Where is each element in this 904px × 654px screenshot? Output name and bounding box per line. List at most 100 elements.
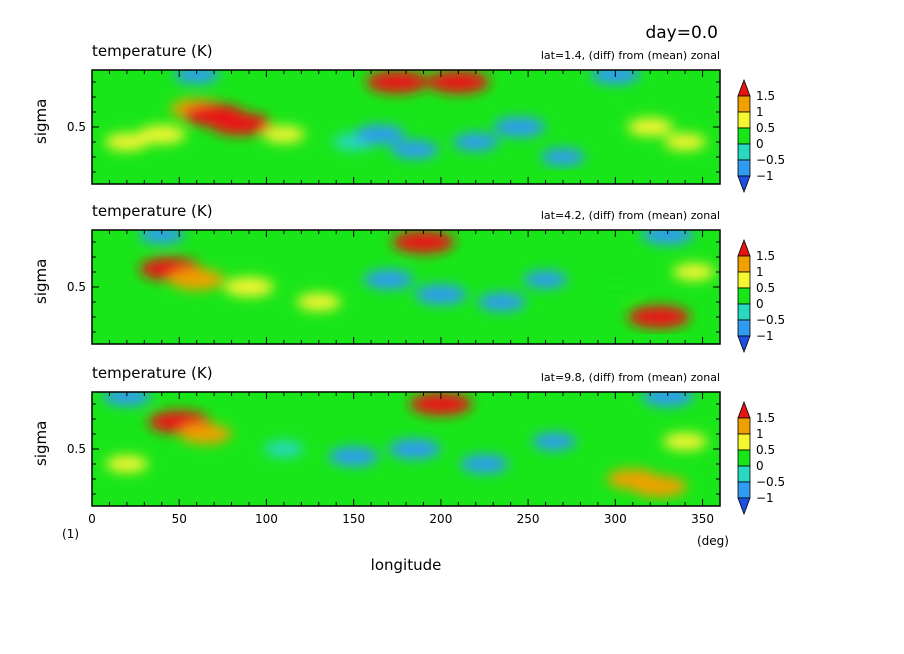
data-blob-16 (427, 70, 490, 94)
colorbar-label: −1 (756, 329, 774, 343)
data-blob-11 (663, 432, 708, 451)
colorbar-segment (737, 271, 751, 289)
colorbar-segment (737, 287, 751, 305)
field-blobs (138, 230, 715, 329)
colorbar-segment (737, 433, 751, 451)
colorbar: 1.5 1 0.5 0 −0.5 −1 (737, 400, 785, 516)
colorbar-bottom-triangle (737, 335, 751, 354)
panel-subtitle: lat=9.8, (diff) from (mean) zonal (541, 371, 720, 384)
data-blob-6 (388, 439, 441, 459)
data-blob-14 (641, 230, 694, 245)
colorbar-label: −0.5 (756, 475, 785, 489)
colorbar-segment (737, 465, 751, 483)
data-blob-3 (209, 112, 272, 136)
colorbar-top-triangle (737, 78, 751, 97)
data-blob-8 (354, 124, 405, 145)
colorbar-label: 0 (756, 137, 764, 151)
colorbar-segment (737, 143, 751, 161)
x-axis-unit: (deg) (697, 534, 729, 548)
data-blob-8 (532, 432, 577, 451)
x-tick-label-50: 50 (172, 512, 187, 526)
data-blob-4 (296, 293, 341, 311)
colorbar-label: 1.5 (756, 249, 775, 263)
colorbar-label: 0 (756, 459, 764, 473)
heatmap-field (92, 230, 720, 344)
x-tick-label-300: 300 (604, 512, 627, 526)
data-blob-12 (392, 230, 455, 254)
data-blob-10 (452, 132, 499, 152)
data-blob-3 (224, 277, 274, 297)
data-blob-9 (595, 278, 636, 296)
y-tick-label: 0.5 (67, 120, 86, 134)
y-tick-label: 0.5 (67, 442, 86, 456)
data-blob-10 (627, 305, 690, 329)
colorbar-segment (737, 159, 751, 177)
colorbar-label: −1 (756, 491, 774, 505)
data-blob-13 (138, 230, 185, 244)
field-blobs (104, 70, 707, 166)
colorbar-segment (737, 255, 751, 273)
data-blob-3 (105, 455, 148, 473)
colorbar-segment (737, 481, 751, 499)
data-blob-2 (179, 424, 232, 444)
data-blob-14 (664, 133, 707, 151)
y-axis-title: sigma (32, 99, 50, 144)
day-label: day=0.0 (645, 23, 718, 43)
colorbar-segment (737, 95, 751, 113)
x-tick-label-250: 250 (517, 512, 540, 526)
data-blob-8 (523, 270, 568, 289)
panel-title: temperature (K) (92, 202, 213, 220)
x-axis-title: longitude (371, 556, 442, 574)
colorbar-segment (737, 111, 751, 129)
panels: 0.5 sigma temperature (K) lat=1.4, (diff) f… (32, 42, 785, 526)
data-blob-5 (363, 269, 414, 290)
colorbar-label: 1.5 (756, 411, 775, 425)
colorbar-label: 1.5 (756, 89, 775, 103)
data-blob-11 (672, 263, 715, 281)
colorbar-segment (737, 127, 751, 145)
data-blob-17 (173, 70, 220, 84)
y-tick-label: 0.5 (67, 280, 86, 294)
field-blobs (102, 392, 708, 498)
figure-number: (1) (62, 527, 79, 541)
data-blob-13 (627, 117, 674, 137)
heatmap-field (92, 392, 720, 506)
data-blob-5 (104, 133, 149, 151)
data-blob-6 (262, 126, 305, 143)
data-blob-9 (390, 140, 439, 159)
x-tick-label-200: 200 (429, 512, 452, 526)
heatmap-field (92, 70, 720, 184)
colorbar-segment (737, 303, 751, 321)
colorbar-top-triangle (737, 400, 751, 419)
data-blob-7 (477, 292, 526, 312)
data-blob-12 (409, 392, 472, 416)
data-blob-5 (328, 446, 379, 467)
colorbar-label: −1 (756, 169, 774, 183)
x-tick-label-100: 100 (255, 512, 278, 526)
colorbar-label: 1 (756, 105, 764, 119)
colorbar-label: 0.5 (756, 443, 775, 457)
panel-subtitle: lat=4.2, (diff) from (mean) zonal (541, 209, 720, 222)
colorbar-segment (737, 319, 751, 337)
panel-title: temperature (K) (92, 364, 213, 382)
data-blob-7 (460, 454, 509, 474)
colorbar: 1.5 1 0.5 0 −0.5 −1 (737, 238, 785, 354)
colorbar-top-triangle (737, 238, 751, 257)
data-blob-11 (493, 117, 546, 137)
colorbar-segment (737, 417, 751, 435)
data-blob-10 (630, 475, 687, 498)
panel-title: temperature (K) (92, 42, 213, 60)
data-blob-18 (590, 70, 641, 85)
colorbar-label: 0 (756, 297, 764, 311)
data-blob-4 (137, 125, 186, 144)
x-tick-label-0: 0 (88, 512, 96, 526)
panel-subtitle: lat=1.4, (diff) from (mean) zonal (541, 49, 720, 62)
panel-3: 0 50 100 150 200 250 300 350 0.5 sigma temperature… (32, 364, 785, 526)
colorbar-segment (737, 449, 751, 467)
data-blob-14 (641, 392, 694, 407)
data-blob-12 (541, 148, 585, 166)
colorbar-label: 0.5 (756, 281, 775, 295)
colorbar: 1.5 1 0.5 0 −0.5 −1 (737, 78, 785, 194)
panel-2: 0.5 sigma temperature (K) lat=4.2, (diff) f… (32, 202, 785, 354)
